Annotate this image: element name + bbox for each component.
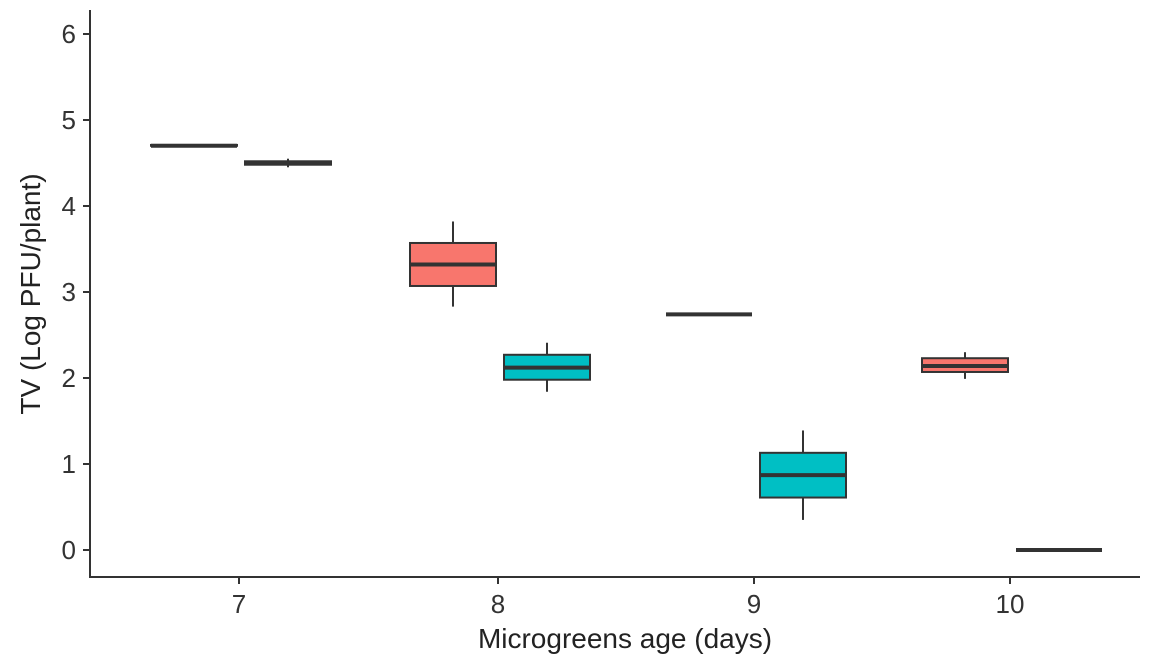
x-tick-label: 7: [232, 589, 246, 619]
box-plot-group-8-red: [409, 221, 497, 307]
y-tick-label: 6: [62, 19, 76, 49]
box-plot-group-9-teal: [759, 430, 847, 520]
box-plot-group-7-red: [150, 143, 238, 148]
x-tick-label: 9: [747, 589, 761, 619]
titles-layer: Microgreens age (days) TV (Log PFU/plant…: [15, 173, 772, 654]
y-tick-label: 5: [62, 105, 76, 135]
x-axis-title: Microgreens age (days): [478, 623, 772, 654]
x-tick-label: 8: [491, 589, 505, 619]
box-plot-group-8-teal: [503, 342, 591, 392]
y-tick-label: 1: [62, 449, 76, 479]
ticks-layer: 0 1 2 3 4 5 6 7 8 9 10: [62, 19, 1025, 619]
box-plot-group-10-red: [921, 352, 1009, 379]
axes-layer: [89, 10, 1140, 578]
y-tick-label: 4: [62, 191, 76, 221]
box-plot-group-7-teal: [244, 158, 332, 168]
x-tick-label: 10: [996, 589, 1025, 619]
y-axis-title: TV (Log PFU/plant): [15, 173, 46, 414]
y-tick-label: 0: [62, 535, 76, 565]
y-tick-label: 3: [62, 277, 76, 307]
y-tick-label: 2: [62, 363, 76, 393]
boxes-layer: [150, 143, 1102, 552]
